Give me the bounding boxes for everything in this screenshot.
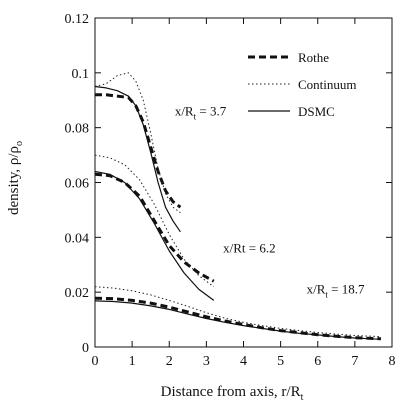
series-line-dotted: [94, 154, 215, 288]
x-tick-label: 0: [92, 354, 99, 369]
legend-label: Rothe: [298, 50, 329, 65]
x-tick-label: 2: [166, 354, 173, 369]
x-tick-label: 3: [203, 354, 210, 369]
series-line-dotted: [94, 72, 181, 214]
curve-annotation: x/Rt = 18.7: [307, 282, 365, 300]
series-line-solid: [94, 300, 381, 340]
x-tick-label: 1: [129, 354, 136, 369]
legend-label: DSMC: [298, 104, 335, 119]
curve-annotation: x/Rt = 3.7: [175, 103, 227, 121]
legend-label: Continuum: [298, 77, 357, 92]
y-tick-label: 0: [82, 341, 89, 356]
curve-annotation: x/Rt = 6.2: [223, 240, 275, 255]
y-tick-label: 0.04: [65, 231, 90, 246]
y-tick-label: 0.12: [65, 12, 90, 27]
x-axis-label: Distance from axis, r/Rt: [161, 384, 304, 403]
x-tick-label: 5: [277, 354, 284, 369]
x-tick-label: 6: [314, 354, 321, 369]
axes: [94, 17, 393, 348]
y-tick-label: 0.08: [65, 122, 90, 137]
plot-frame: [94, 17, 393, 348]
annotations: x/Rt = 3.7 x/Rt = 6.2 x/Rt = 18.7: [175, 103, 365, 299]
x-tick-label: 4: [240, 354, 247, 369]
ticks: 0 1 2 3 4 5 6 7 8 0 0.02 0.04 0.06 0.08 0.1 0.12: [65, 12, 396, 369]
y-tick-label: 0.06: [65, 177, 90, 192]
series-group: [94, 72, 381, 341]
x-tick-label: 7: [351, 354, 358, 369]
legend: Rothe Continuum DSMC: [248, 50, 357, 119]
series-line-dashed-bold: [94, 172, 215, 283]
y-axis-label: density, ρ/ρo: [6, 141, 25, 215]
x-tick-label: 8: [389, 354, 396, 369]
series-line-solid: [94, 170, 215, 301]
y-tick-label: 0.02: [65, 286, 90, 301]
series-line-solid: [94, 85, 181, 233]
y-tick-label: 0.1: [72, 67, 90, 82]
